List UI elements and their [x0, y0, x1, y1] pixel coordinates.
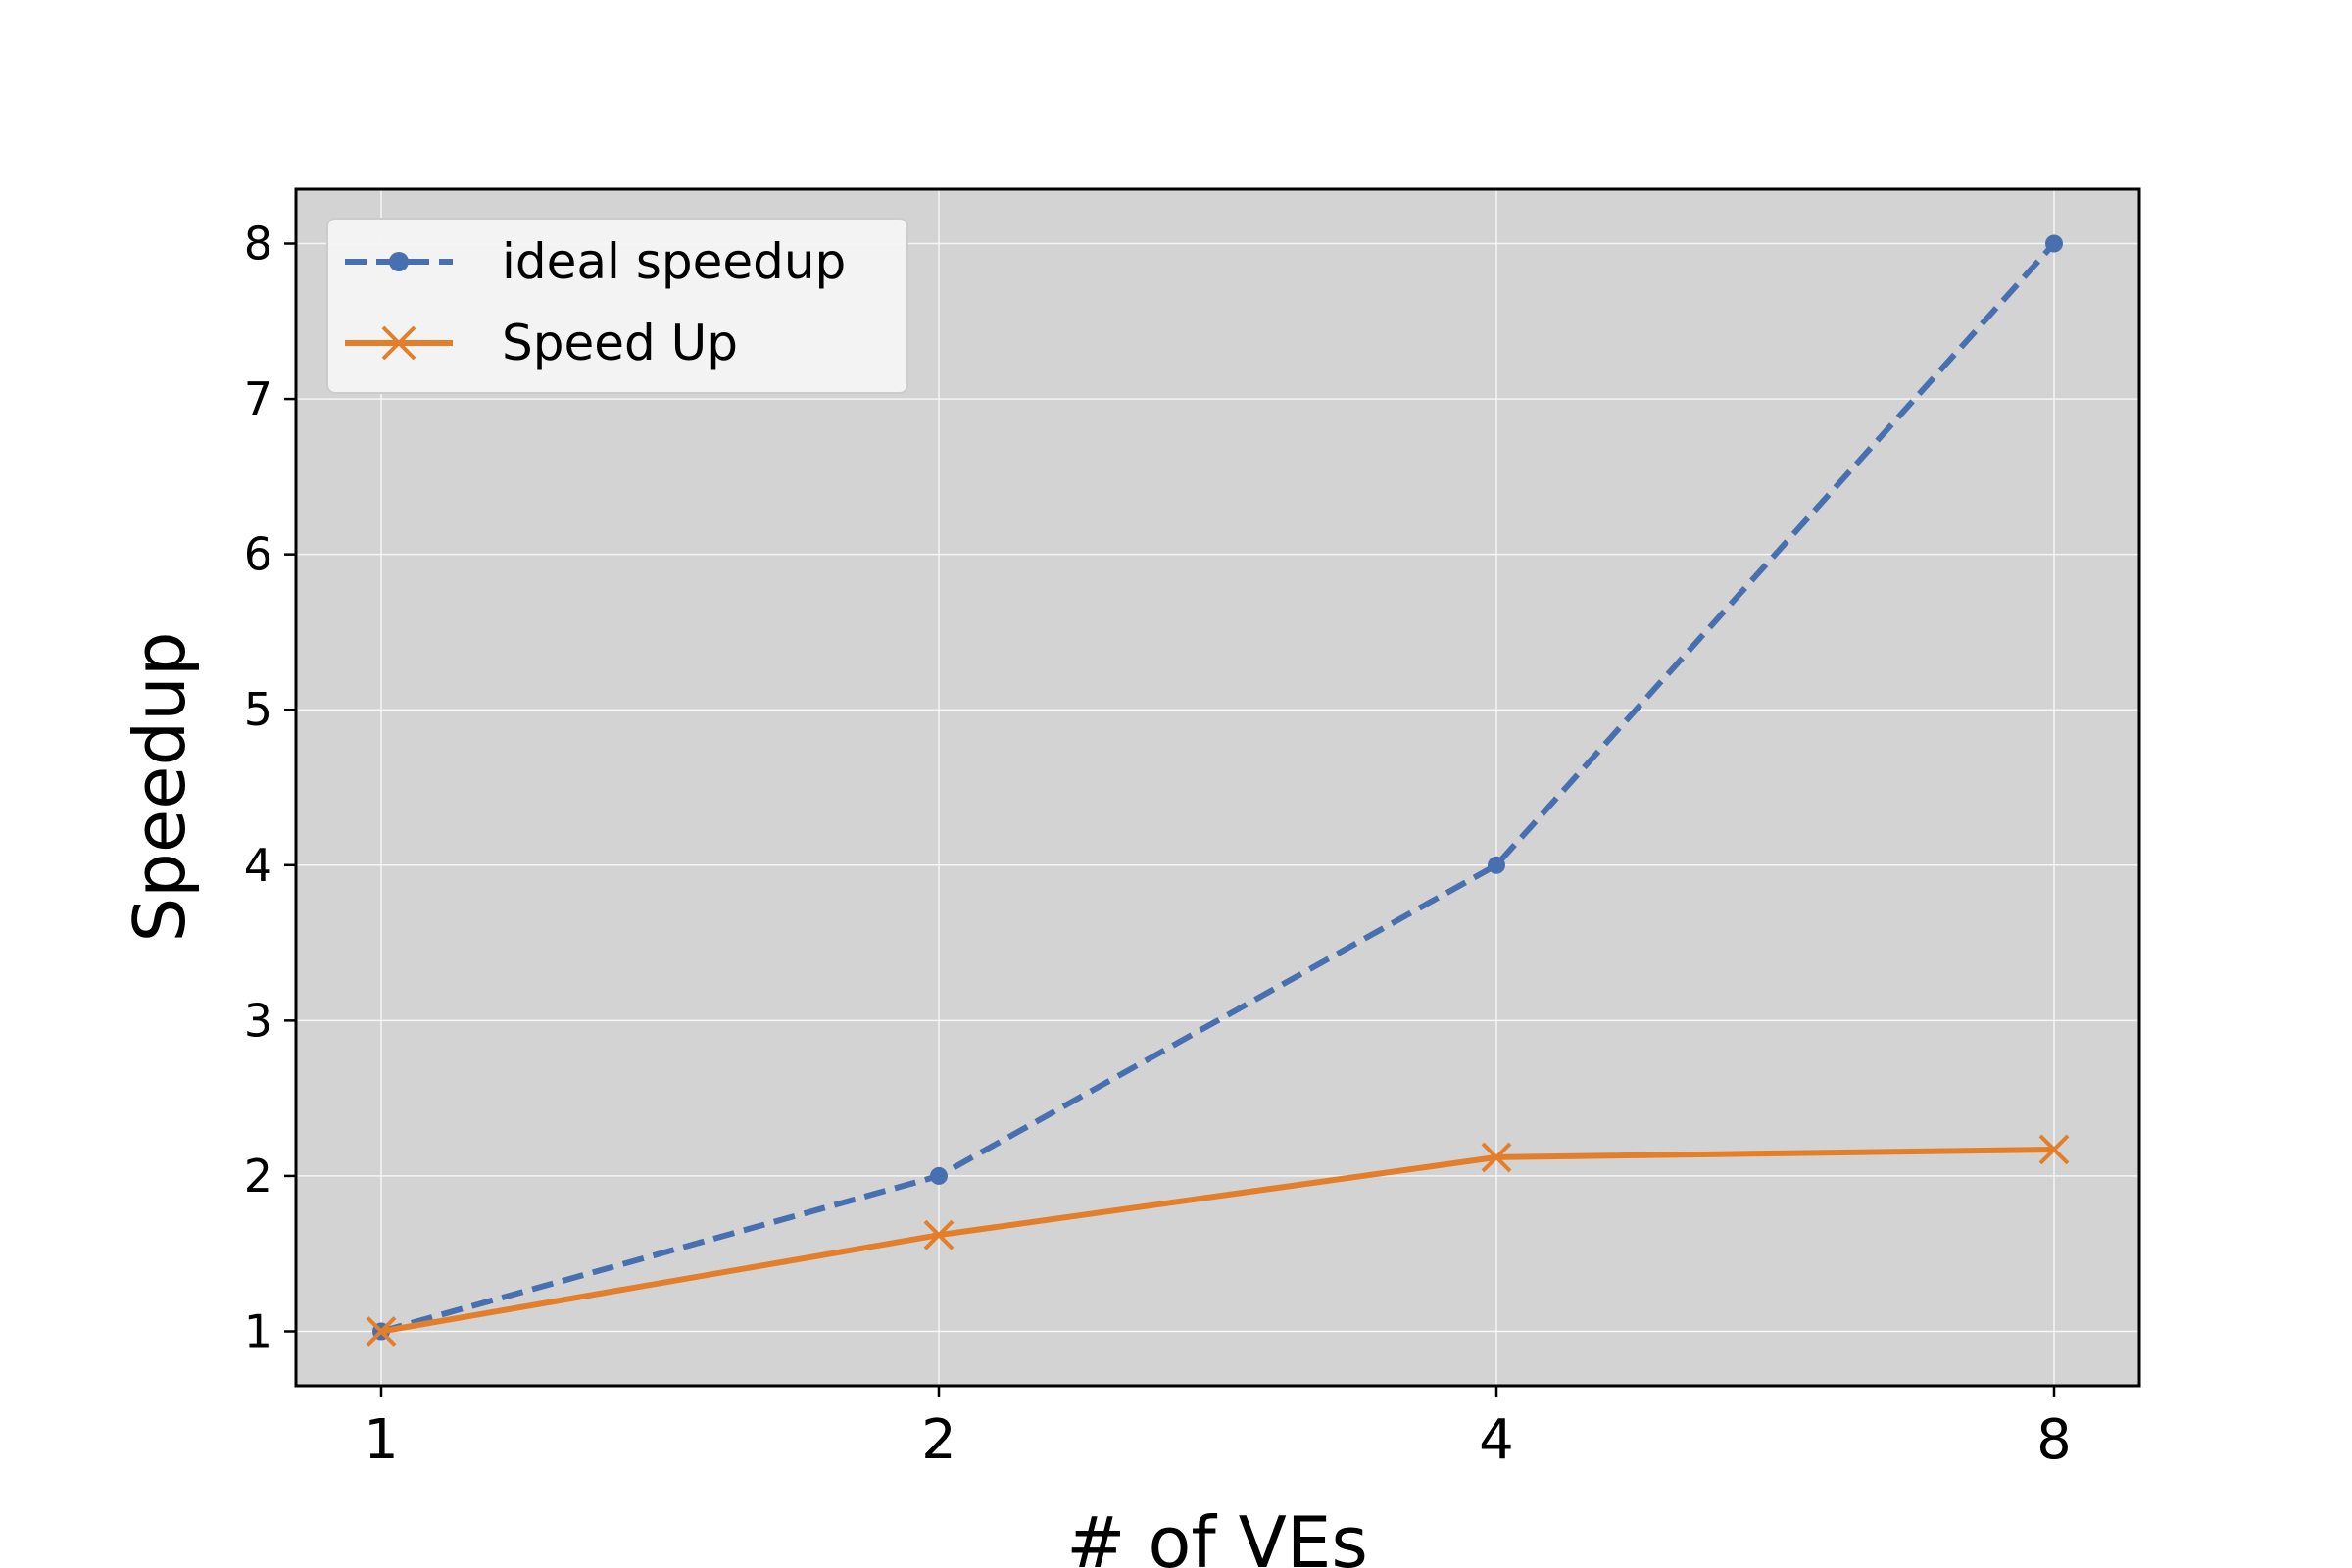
legend-item: ideal speedup	[345, 233, 846, 290]
y-tick-label: 2	[244, 1150, 272, 1202]
data-point	[1481, 1142, 1512, 1173]
legend: ideal speedup Speed Up	[326, 218, 908, 394]
series-layer	[366, 234, 2070, 1347]
series-line	[380, 241, 2057, 1335]
y-tick-label: 4	[244, 839, 272, 892]
y-tick-label: 6	[244, 528, 272, 581]
legend-item: Speed Up	[345, 315, 738, 371]
legend-label: Speed Up	[502, 315, 738, 371]
x-axis: 1 2 4 8	[364, 1386, 2072, 1472]
data-point	[366, 1316, 397, 1347]
x-tick-label: 4	[1479, 1408, 1514, 1472]
data-point	[923, 1219, 955, 1250]
y-tick-label: 5	[244, 683, 272, 736]
data-point	[2045, 234, 2063, 253]
y-tick-label: 3	[244, 994, 272, 1047]
data-point	[381, 325, 416, 361]
y-tick-label: 8	[244, 218, 272, 270]
data-point	[2038, 1134, 2070, 1165]
x-tick-label: 8	[2036, 1408, 2072, 1472]
y-axis-title: Speedup	[119, 631, 201, 942]
x-axis-title: # of VEs	[1066, 1501, 1368, 1568]
y-axis: 1 2 3 4 5 6 7 8	[244, 218, 296, 1358]
legend-box	[326, 218, 908, 394]
data-point	[930, 1166, 948, 1185]
series-2	[366, 1134, 2070, 1347]
plot-frame	[294, 187, 2141, 1388]
y-tick-label: 7	[244, 372, 272, 425]
data-point	[1488, 856, 1505, 874]
data-point	[389, 252, 409, 271]
series-line	[380, 1146, 2055, 1335]
x-tick-label: 1	[364, 1408, 399, 1472]
y-tick-label: 1	[244, 1305, 272, 1358]
legend-label: ideal speedup	[502, 233, 846, 290]
x-tick-label: 2	[921, 1408, 956, 1472]
